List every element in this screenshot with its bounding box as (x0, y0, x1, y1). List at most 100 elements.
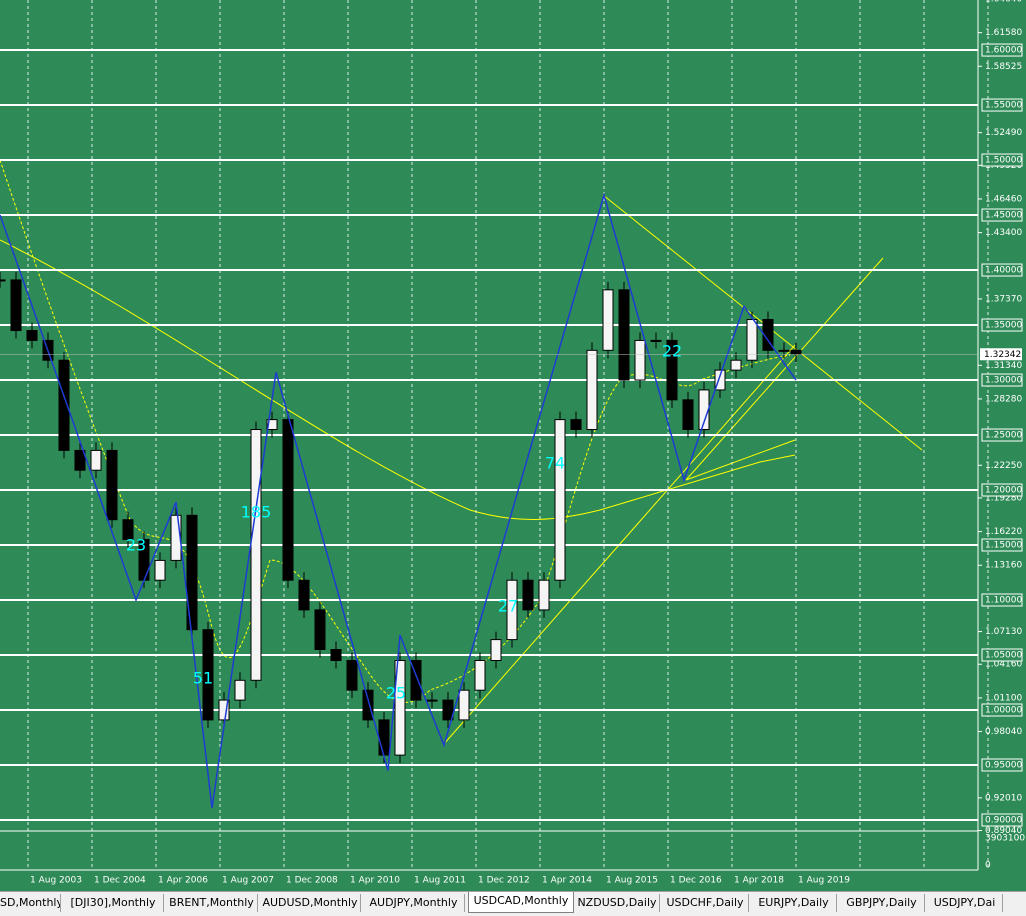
candle-body (602, 289, 614, 351)
candle-body (106, 449, 118, 521)
date-label: 1 Apr 2014 (542, 876, 592, 886)
candle-body (586, 349, 598, 431)
chart-tab[interactable]: SD,Monthly (0, 894, 61, 912)
candle-body (10, 279, 22, 332)
date-label: 1 Dec 2016 (670, 876, 722, 886)
level-label-box (981, 593, 1023, 607)
level-label-box (981, 153, 1023, 167)
level-label: 1.25000 (985, 431, 1022, 441)
date-label: 1 Dec 2004 (94, 876, 146, 886)
level-label: 1.15000 (985, 541, 1022, 551)
level-label-box (981, 483, 1023, 497)
candle-body (74, 449, 86, 471)
chart-tab[interactable]: EURJPY,Daily (751, 894, 837, 912)
wave-count: 74 (545, 454, 565, 473)
chart-background (0, 0, 1026, 891)
price-tick-label: 1.07130 (985, 627, 1022, 637)
zigzag-line (0, 192, 797, 809)
level-label-box (981, 263, 1023, 277)
price-tick-label: 1.19280 (985, 493, 1022, 503)
candle-body (666, 339, 678, 401)
level-label: 0.90000 (985, 815, 1022, 825)
level-label: 1.55000 (985, 101, 1022, 111)
date-label: 1 Aug 2015 (606, 876, 658, 886)
level-label: 1.35000 (985, 321, 1022, 331)
price-tick-label: 1.52490 (985, 128, 1022, 138)
candle-body (0, 279, 6, 282)
chart-tab[interactable]: GBPJPY,Daily (839, 894, 925, 912)
level-label-box (981, 98, 1023, 112)
candle-body (474, 660, 486, 691)
level-label: 1.30000 (985, 376, 1022, 386)
candle-body (682, 399, 694, 431)
chart-tab[interactable]: AUDJPY,Monthly (363, 894, 465, 912)
price-tick-label: 1.43400 (985, 228, 1022, 238)
chart-window: 1 Aug 2003 1 Dec 2004 1 Apr 2006 1 Aug 2007… (0, 0, 1026, 891)
price-tick-label: 1.04160 (985, 660, 1022, 670)
candle-body (506, 579, 518, 641)
wave-count: 25 (386, 684, 406, 703)
date-label: 1 Aug 2003 (30, 876, 82, 886)
current-price-label: 1.32342 (984, 350, 1021, 360)
candle-body (218, 699, 230, 721)
price-tick-label: 1.22250 (985, 461, 1022, 471)
chart-tab[interactable]: USDCHF,Daily (662, 894, 749, 912)
chart-tab[interactable]: NZDUSD,Daily (575, 894, 660, 912)
price-tick-label: 1.16220 (985, 527, 1022, 537)
level-label: 1.45000 (985, 211, 1022, 221)
price-tick-label: 1.61580 (985, 28, 1022, 38)
date-label: 1 Aug 2019 (798, 876, 850, 886)
candle-body (650, 339, 662, 342)
candle-body (778, 349, 790, 352)
volume-tick-label: 0 (985, 861, 991, 871)
price-tick-label: 0.89040 (985, 826, 1022, 836)
chart-tabs: SD,Monthly [DJI30],Monthly BRENT,Monthly AU… (0, 891, 1026, 916)
candle-body (746, 319, 758, 361)
wave-count: 185 (241, 503, 272, 522)
date-label: 1 Apr 2018 (734, 876, 784, 886)
candle-body (58, 359, 70, 451)
price-tick-label: 1.64640 (985, 0, 1022, 5)
level-label-box (981, 373, 1023, 387)
price-tick-label: 1.31340 (985, 361, 1022, 371)
candle-body (538, 579, 550, 611)
level-label: 1.20000 (985, 486, 1022, 496)
price-tick-label: 0.92010 (985, 793, 1022, 803)
chart-tab[interactable]: [DJI30],Monthly (63, 894, 164, 912)
candle-body (250, 429, 262, 681)
level-label: 1.00000 (985, 705, 1022, 715)
date-label: 1 Dec 2012 (478, 876, 530, 886)
candle-body (410, 660, 422, 701)
candle-body (298, 579, 310, 611)
wave-count: 22 (662, 342, 682, 361)
candle-body (458, 689, 470, 721)
candle-body (730, 359, 742, 371)
moving-average-slow (0, 239, 796, 520)
candle-body (570, 419, 582, 431)
candle-body (442, 699, 454, 721)
level-label-box (981, 43, 1023, 57)
chart-tab[interactable]: AUDUSD,Monthly (260, 894, 361, 912)
price-tick-label: 1.01100 (985, 693, 1022, 703)
current-price-box (980, 348, 1022, 361)
level-label: 1.50000 (985, 156, 1022, 166)
date-label: 1 Dec 2008 (286, 876, 338, 886)
chart-tab[interactable]: BRENT,Monthly (166, 894, 258, 912)
level-label: 1.05000 (985, 651, 1022, 661)
chart-tab[interactable]: USDJPY,Dai (927, 894, 1003, 912)
candle-body (362, 689, 374, 721)
price-tick-label: 1.46460 (985, 194, 1022, 204)
trendline (685, 257, 884, 481)
date-label: 1 Apr 2010 (350, 876, 400, 886)
price-tick-label: 1.58525 (985, 62, 1022, 72)
level-label: 1.60000 (985, 46, 1022, 56)
candle-body (170, 514, 182, 561)
candle-body (314, 609, 326, 651)
level-label-box (981, 208, 1023, 222)
chart-tab[interactable]: USDCAD,Monthly (468, 892, 574, 913)
candle-body (618, 289, 630, 381)
level-label-box (981, 428, 1023, 442)
candle-body (394, 660, 406, 756)
candle-body (426, 699, 438, 702)
